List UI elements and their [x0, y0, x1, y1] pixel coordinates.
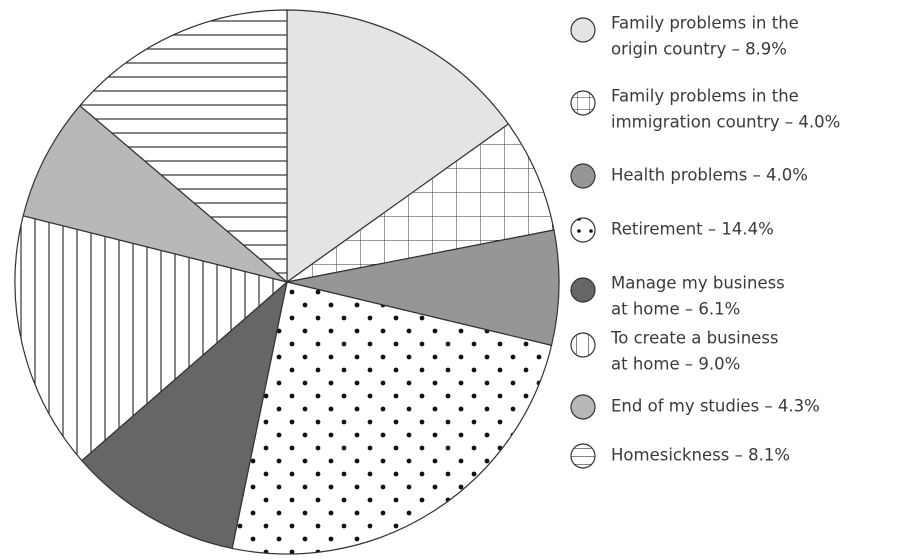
legend-label: Manage my business [611, 274, 785, 293]
legend-icon [570, 332, 596, 358]
legend-label: To create a business [610, 329, 779, 348]
pie-slice [231, 281, 553, 555]
legend-icon [570, 163, 596, 189]
pie-slice [22, 104, 288, 283]
pie-slice [14, 215, 289, 462]
legend-icon [570, 277, 596, 303]
legend-label: End of my studies – 4.3% [611, 397, 820, 416]
pie-slice [80, 280, 288, 550]
legend-label: Retirement – 14.4% [611, 220, 774, 239]
legend-label: Homesickness – 8.1% [611, 446, 790, 465]
legend-icon [570, 443, 596, 469]
pie-slice [286, 229, 560, 347]
legend-label: at home – 6.1% [611, 300, 740, 319]
legend-label: Family problems in the [611, 87, 799, 106]
legend-icon [570, 217, 596, 243]
pie-slice [286, 9, 510, 284]
legend-label: immigration country – 4.0% [611, 113, 840, 132]
legend-label: Family problems in the [611, 14, 799, 33]
legend-label: Health problems – 4.0% [611, 166, 808, 185]
legend-icon [570, 90, 596, 116]
legend-icon [570, 394, 596, 420]
legend-label: origin country – 8.9% [611, 40, 787, 59]
legend-label: at home – 9.0% [611, 355, 740, 374]
legend-icon [570, 17, 596, 43]
pie-slice [79, 9, 288, 284]
